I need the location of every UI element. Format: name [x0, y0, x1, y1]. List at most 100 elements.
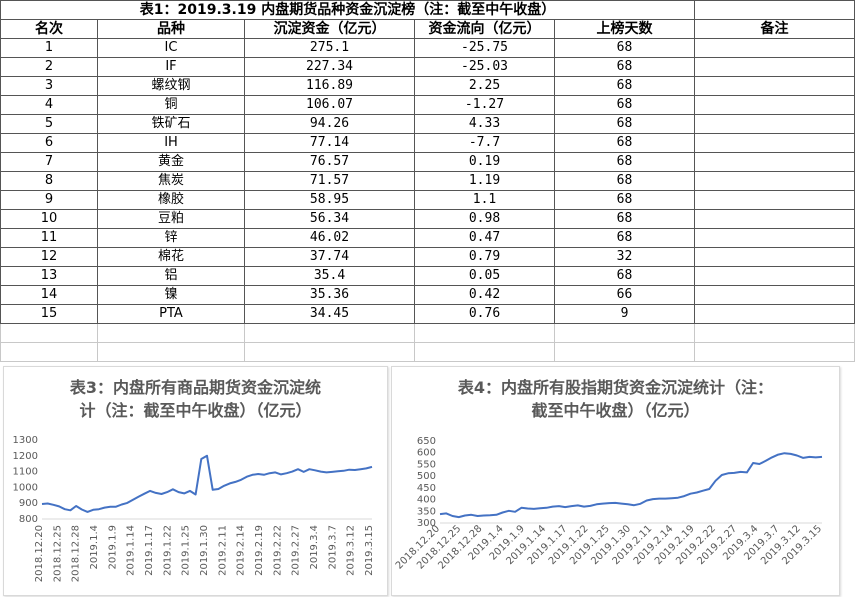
- table-cell[interactable]: [694, 171, 855, 191]
- empty-cell[interactable]: [0, 323, 98, 343]
- table-cell[interactable]: [694, 152, 855, 172]
- table-cell[interactable]: 68: [554, 190, 695, 210]
- table-cell[interactable]: 镍: [97, 285, 245, 305]
- table-cell[interactable]: 铜: [97, 95, 245, 115]
- empty-cell[interactable]: [694, 323, 855, 343]
- table-cell[interactable]: 35.36: [244, 285, 415, 305]
- table-cell[interactable]: [694, 57, 855, 77]
- table-cell[interactable]: 10: [0, 209, 98, 229]
- table-cell[interactable]: 螺纹钢: [97, 76, 245, 96]
- table-cell[interactable]: 2: [0, 57, 98, 77]
- table-cell[interactable]: -25.03: [414, 57, 555, 77]
- table-cell[interactable]: IF: [97, 57, 245, 77]
- table-cell[interactable]: 0.47: [414, 228, 555, 248]
- table-cell[interactable]: 12: [0, 247, 98, 267]
- table-cell[interactable]: 4.33: [414, 114, 555, 134]
- table-cell[interactable]: [694, 190, 855, 210]
- table-cell[interactable]: 1: [0, 38, 98, 58]
- table-cell[interactable]: 7: [0, 152, 98, 172]
- table-cell[interactable]: 豆粕: [97, 209, 245, 229]
- empty-cell[interactable]: [554, 342, 695, 362]
- empty-cell[interactable]: [0, 342, 98, 362]
- table-cell[interactable]: 37.74: [244, 247, 415, 267]
- table-cell[interactable]: 68: [554, 228, 695, 248]
- column-header[interactable]: 品种: [97, 19, 245, 39]
- table-cell[interactable]: 68: [554, 266, 695, 286]
- table-cell[interactable]: 68: [554, 95, 695, 115]
- table-cell[interactable]: [694, 266, 855, 286]
- table-cell[interactable]: 56.34: [244, 209, 415, 229]
- table-cell[interactable]: [694, 304, 855, 324]
- column-header[interactable]: 沉淀资金（亿元）: [244, 19, 415, 39]
- empty-cell[interactable]: [414, 323, 555, 343]
- table-cell[interactable]: 68: [554, 133, 695, 153]
- table-cell[interactable]: 46.02: [244, 228, 415, 248]
- table-cell[interactable]: IC: [97, 38, 245, 58]
- empty-cell[interactable]: [694, 0, 855, 20]
- table-cell[interactable]: 106.07: [244, 95, 415, 115]
- table-cell[interactable]: 1.1: [414, 190, 555, 210]
- table-cell[interactable]: 0.42: [414, 285, 555, 305]
- table-cell[interactable]: 1.19: [414, 171, 555, 191]
- stock-index-futures-chart[interactable]: 表4：内盘所有股指期货资金沉淀统计（注： 截至中午收盘）（亿元） 300 350 4…: [391, 366, 840, 596]
- empty-cell[interactable]: [244, 342, 415, 362]
- empty-cell[interactable]: [97, 342, 245, 362]
- table-cell[interactable]: 0.76: [414, 304, 555, 324]
- table-cell[interactable]: 0.05: [414, 266, 555, 286]
- empty-cell[interactable]: [414, 342, 555, 362]
- table-cell[interactable]: 4: [0, 95, 98, 115]
- table-cell[interactable]: 275.1: [244, 38, 415, 58]
- table-cell[interactable]: 32: [554, 247, 695, 267]
- table-cell[interactable]: [694, 285, 855, 305]
- table-cell[interactable]: 116.89: [244, 76, 415, 96]
- table-cell[interactable]: 铁矿石: [97, 114, 245, 134]
- commodity-futures-chart[interactable]: 表3：内盘所有商品期货资金沉淀统 计（注：截至中午收盘）（亿元） 800 900 1…: [3, 366, 388, 596]
- table-cell[interactable]: 5: [0, 114, 98, 134]
- table-cell[interactable]: 68: [554, 57, 695, 77]
- table-cell[interactable]: 铝: [97, 266, 245, 286]
- table-cell[interactable]: 68: [554, 38, 695, 58]
- table-cell[interactable]: 2.25: [414, 76, 555, 96]
- table-cell[interactable]: 68: [554, 76, 695, 96]
- column-header[interactable]: 名次: [0, 19, 98, 39]
- table-cell[interactable]: 3: [0, 76, 98, 96]
- table-cell[interactable]: 15: [0, 304, 98, 324]
- table-cell[interactable]: [694, 76, 855, 96]
- table-cell[interactable]: 35.4: [244, 266, 415, 286]
- table-cell[interactable]: 焦炭: [97, 171, 245, 191]
- empty-cell[interactable]: [97, 323, 245, 343]
- table-cell[interactable]: 68: [554, 114, 695, 134]
- table-cell[interactable]: 13: [0, 266, 98, 286]
- table-cell[interactable]: -25.75: [414, 38, 555, 58]
- table-cell[interactable]: 76.57: [244, 152, 415, 172]
- table-cell[interactable]: 11: [0, 228, 98, 248]
- table-cell[interactable]: IH: [97, 133, 245, 153]
- column-header[interactable]: 资金流向（亿元）: [414, 19, 555, 39]
- table-cell[interactable]: [694, 247, 855, 267]
- table-cell[interactable]: [694, 38, 855, 58]
- empty-cell[interactable]: [244, 323, 415, 343]
- table-cell[interactable]: [694, 228, 855, 248]
- empty-cell[interactable]: [694, 342, 855, 362]
- table-cell[interactable]: 棉花: [97, 247, 245, 267]
- table-cell[interactable]: 9: [0, 190, 98, 210]
- table-cell[interactable]: 0.79: [414, 247, 555, 267]
- table-cell[interactable]: 68: [554, 152, 695, 172]
- table-cell[interactable]: 6: [0, 133, 98, 153]
- table-cell[interactable]: [694, 133, 855, 153]
- table-cell[interactable]: 0.19: [414, 152, 555, 172]
- table-cell[interactable]: 71.57: [244, 171, 415, 191]
- empty-cell[interactable]: [554, 323, 695, 343]
- table-cell[interactable]: 77.14: [244, 133, 415, 153]
- table-cell[interactable]: 66: [554, 285, 695, 305]
- table-cell[interactable]: [694, 95, 855, 115]
- table-cell[interactable]: 橡胶: [97, 190, 245, 210]
- sheet-title[interactable]: 表1：2019.3.19 内盘期货品种资金沉淀榜（注：截至中午收盘）: [0, 0, 695, 20]
- table-cell[interactable]: 94.26: [244, 114, 415, 134]
- table-cell[interactable]: 227.34: [244, 57, 415, 77]
- table-cell[interactable]: [694, 209, 855, 229]
- table-cell[interactable]: -1.27: [414, 95, 555, 115]
- table-cell[interactable]: 68: [554, 171, 695, 191]
- table-cell[interactable]: 锌: [97, 228, 245, 248]
